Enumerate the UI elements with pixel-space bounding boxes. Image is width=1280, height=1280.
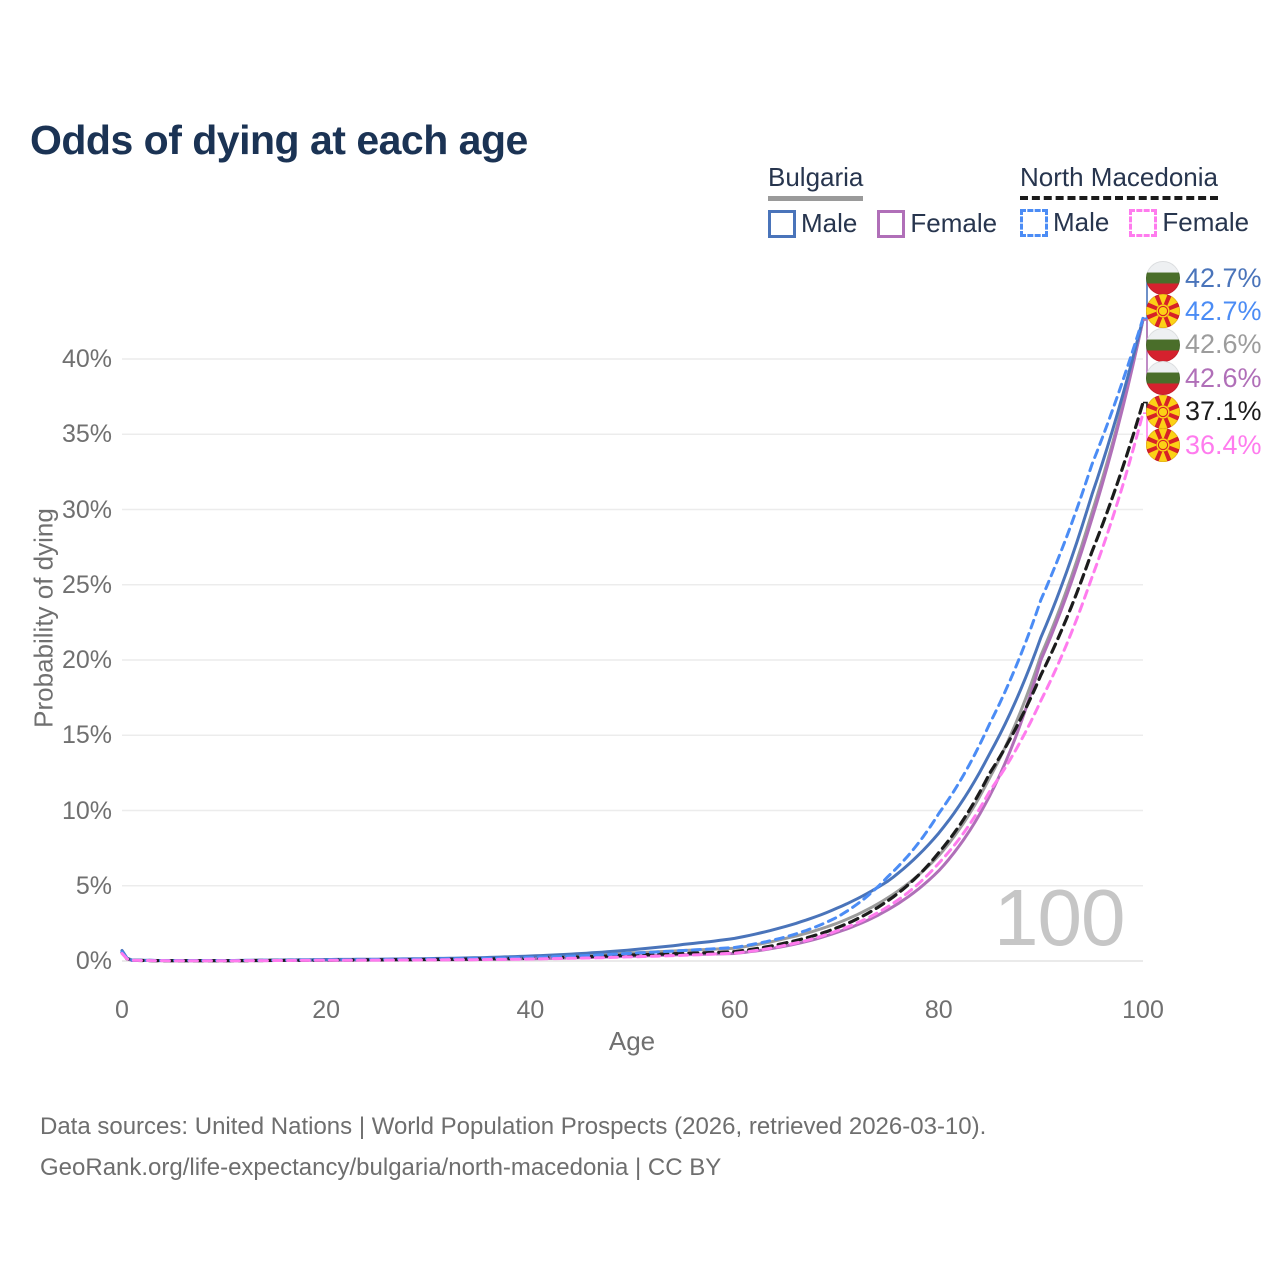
footer-data-sources: Data sources: United Nations | World Pop… (40, 1113, 987, 1140)
legend-item-north-macedonia-female[interactable]: Female (1129, 207, 1249, 238)
north-macedonia-flag-icon (1146, 428, 1180, 462)
legend-label: Male (801, 208, 858, 238)
end-label-value: 36.4% (1185, 429, 1262, 460)
north-macedonia-female-swatch-icon (1129, 208, 1158, 237)
legend-item-bulgaria-male[interactable]: Male (768, 208, 857, 239)
x-tick-label: 80 (924, 996, 953, 1024)
footer: Data sources: United Nations | World Pop… (40, 1106, 986, 1188)
legend-label: Female (1162, 207, 1250, 237)
end-label-bulgaria-total: 42.6% (1146, 327, 1262, 362)
end-label-north-macedonia-male: 42.7% (1146, 294, 1262, 329)
bulgaria-flag-icon (1146, 327, 1180, 362)
x-tick-label: 100 (1122, 996, 1164, 1024)
y-tick-label: 10% (61, 796, 112, 825)
curve-bulgaria-male[interactable] (120, 316, 1145, 962)
legend-title-bulgaria: Bulgaria (768, 162, 864, 201)
legend-label: Male (1053, 207, 1110, 237)
legend-label: Female (910, 208, 998, 238)
y-tick-label: 30% (61, 495, 112, 524)
legend-item-north-macedonia-male[interactable]: Male (1020, 207, 1109, 238)
north-macedonia-flag-icon (1146, 394, 1180, 429)
north-macedonia-flag-icon (1146, 294, 1180, 329)
legend-item-bulgaria-female[interactable]: Female (877, 208, 997, 239)
hover-age-watermark: 100 (994, 873, 1125, 962)
footer-attribution: GeoRank.org/life-expectancy/bulgaria/nor… (40, 1154, 722, 1181)
end-label-value: 42.6% (1185, 362, 1262, 393)
legend-group-north-macedonia: North Macedonia Male Female (1020, 162, 1249, 238)
x-tick-label: 40 (516, 996, 545, 1024)
curve-north-macedonia-female[interactable] (120, 411, 1145, 963)
curve-bulgaria-total[interactable] (120, 318, 1145, 963)
curve-bulgaria-female[interactable] (120, 318, 1145, 963)
bulgaria-male-swatch-icon (768, 209, 796, 238)
y-tick-label: 40% (61, 345, 112, 373)
legend-group-bulgaria: Bulgaria Male Female (768, 162, 997, 239)
bulgaria-flag-icon (1146, 261, 1180, 295)
page-title: Odds of dying at each age (30, 117, 528, 164)
curve-north-macedonia-male[interactable] (120, 316, 1145, 962)
y-tick-label: 20% (61, 646, 112, 674)
y-tick-label: 15% (61, 721, 112, 750)
end-label-value: 42.7% (1185, 295, 1262, 326)
bulgaria-female-swatch-icon (877, 209, 906, 238)
x-tick-label: 60 (720, 996, 749, 1024)
end-label-bulgaria-male: 42.7% (1146, 261, 1262, 295)
end-label-value: 42.6% (1185, 329, 1262, 360)
y-tick-label: 25% (61, 570, 112, 599)
y-tick-label: 5% (75, 871, 112, 900)
y-tick-label: 0% (75, 947, 112, 975)
x-tick-label: 0 (115, 996, 129, 1024)
y-tick-label: 35% (61, 420, 112, 449)
end-label-bulgaria-female: 42.6% (1146, 361, 1262, 396)
end-label-north-macedonia-total: 37.1% (1146, 394, 1262, 429)
y-axis-title: Probability of dying (28, 508, 59, 728)
curve-north-macedonia-total[interactable] (120, 401, 1145, 963)
end-label-value: 42.7% (1185, 262, 1262, 293)
end-label-north-macedonia-female: 36.4% (1146, 428, 1262, 462)
x-axis-title: Age (608, 1026, 656, 1056)
north-macedonia-male-swatch-icon (1020, 208, 1048, 237)
legend-title-north-macedonia: North Macedonia (1020, 162, 1218, 200)
x-tick-label: 20 (312, 996, 341, 1024)
end-label-value: 37.1% (1185, 396, 1262, 427)
bulgaria-flag-icon (1146, 361, 1180, 396)
